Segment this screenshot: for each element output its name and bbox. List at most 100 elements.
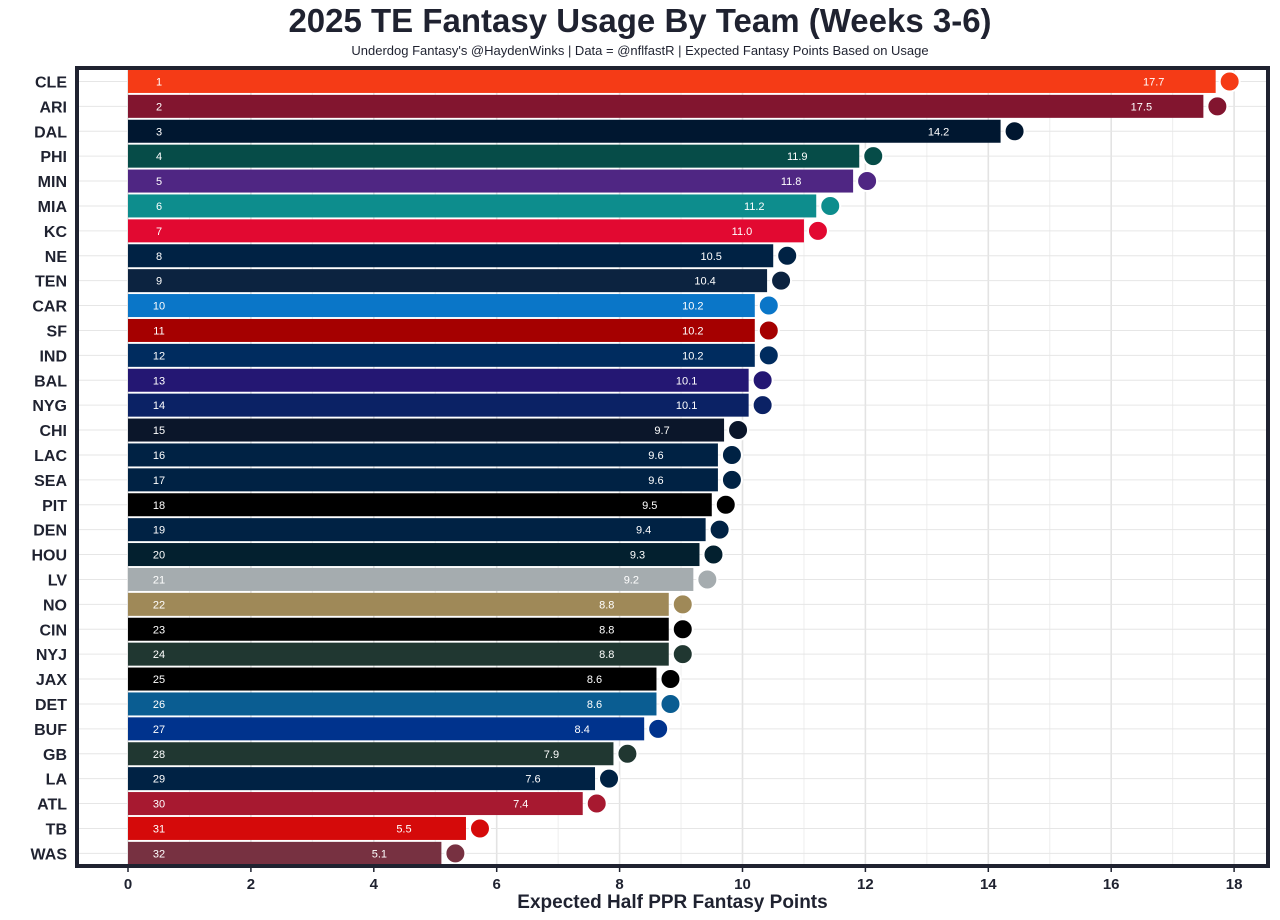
team-label: NO — [43, 597, 67, 614]
team-label: ATL — [37, 797, 67, 814]
team-logo-icon — [1003, 120, 1026, 143]
team-logo-icon — [671, 643, 694, 666]
bar-ten — [128, 269, 768, 293]
rank-label: 12 — [153, 350, 165, 362]
rank-label: 5 — [156, 176, 162, 188]
rank-label: 2 — [156, 101, 162, 113]
team-logo-icon — [1206, 95, 1229, 118]
team-logo-icon — [647, 717, 670, 740]
value-label: 11.2 — [744, 201, 765, 213]
value-label: 9.3 — [630, 550, 645, 562]
team-logo-icon — [708, 518, 731, 541]
team-label: GB — [43, 747, 67, 764]
value-label: 10.2 — [682, 301, 703, 313]
bar-nyg — [128, 393, 749, 417]
bar-was — [128, 841, 442, 865]
rank-label: 4 — [156, 151, 162, 163]
bar-det — [128, 692, 657, 716]
rank-label: 21 — [153, 574, 165, 586]
rank-label: 19 — [153, 525, 165, 537]
team-logo-icon — [776, 244, 799, 267]
team-logo-icon — [659, 692, 682, 715]
rank-label: 30 — [153, 799, 165, 811]
team-label: TEN — [35, 274, 67, 291]
bar-buf — [128, 717, 645, 741]
bar-mia — [128, 194, 817, 218]
team-logo-icon — [598, 767, 621, 790]
rank-label: 25 — [153, 674, 165, 686]
bar-la — [128, 767, 596, 791]
rank-label: 16 — [153, 450, 165, 462]
team-label: PIT — [42, 498, 67, 515]
team-label: DEN — [33, 523, 67, 540]
chart-title: 2025 TE Fantasy Usage By Team (Weeks 3-6… — [288, 2, 992, 39]
value-label: 8.6 — [587, 674, 602, 686]
team-label: CAR — [32, 299, 67, 316]
chart-subtitle: Underdog Fantasy's @HaydenWinks | Data =… — [351, 43, 929, 58]
value-label: 7.6 — [525, 774, 540, 786]
team-logo-icon — [806, 219, 829, 242]
x-tick-label: 14 — [980, 876, 997, 893]
rank-label: 7 — [156, 226, 162, 238]
value-label: 11.9 — [787, 151, 808, 163]
bar-ari — [128, 94, 1204, 118]
team-label: SF — [47, 323, 68, 340]
plot-frame — [75, 66, 1270, 868]
rank-label: 6 — [156, 201, 162, 213]
bar-kc — [128, 219, 804, 243]
team-label: CIN — [39, 622, 67, 639]
value-label: 8.8 — [599, 624, 614, 636]
x-tick-label: 6 — [493, 876, 501, 893]
bar-tb — [128, 816, 466, 840]
x-tick-label: 0 — [124, 876, 132, 893]
rank-label: 24 — [153, 649, 165, 661]
team-logo-icon — [757, 319, 780, 342]
team-logo-icon — [714, 493, 737, 516]
team-logo-icon — [757, 294, 780, 317]
team-label: PHI — [40, 149, 67, 166]
bar-gb — [128, 742, 614, 766]
rank-label: 9 — [156, 276, 162, 288]
team-label: MIN — [38, 174, 67, 191]
rank-label: 11 — [153, 325, 164, 337]
bar-lac — [128, 443, 718, 467]
rank-label: 31 — [153, 823, 165, 835]
team-logo-icon — [696, 568, 719, 591]
team-logo-icon — [468, 817, 491, 840]
rank-label: 10 — [153, 301, 165, 313]
bar-labels: 1 17.7 2 17.5 3 14.2 4 11.9 5 11.8 6 11.2 7 11.0 8 10.5… — [153, 76, 1165, 860]
team-label: LAC — [34, 448, 67, 465]
bar-hou — [128, 543, 700, 567]
value-label: 7.9 — [544, 749, 559, 761]
bar-chi — [128, 418, 725, 442]
x-tick-label: 4 — [370, 876, 379, 893]
value-label: 17.5 — [1131, 101, 1152, 113]
team-logo-icon — [770, 269, 793, 292]
team-label: NYJ — [36, 647, 67, 664]
bar-den — [128, 518, 706, 542]
bar-pit — [128, 493, 712, 517]
team-label: DAL — [34, 124, 67, 141]
team-logo-icon — [720, 443, 743, 466]
team-logo-icon — [444, 842, 467, 865]
value-label: 9.6 — [648, 450, 663, 462]
team-logo-icon — [659, 668, 682, 691]
team-logo-icon — [727, 419, 750, 442]
rank-label: 13 — [153, 375, 165, 387]
team-logo-icon — [585, 792, 608, 815]
team-logo-icon — [751, 394, 774, 417]
bar-jax — [128, 667, 657, 691]
bar-lv — [128, 567, 694, 591]
value-label: 9.4 — [636, 525, 651, 537]
value-label: 11.0 — [732, 226, 753, 238]
team-labels: CLE ARI DAL PHI MIN MIA KC NE TEN CAR SF IND BAL NYG C… — [31, 74, 68, 863]
rank-label: 17 — [153, 475, 165, 487]
bar-atl — [128, 792, 583, 816]
value-label: 10.4 — [694, 276, 715, 288]
team-logo-icon — [616, 742, 639, 765]
rank-label: 23 — [153, 624, 165, 636]
value-label: 14.2 — [928, 126, 949, 138]
value-label: 8.8 — [599, 599, 614, 611]
